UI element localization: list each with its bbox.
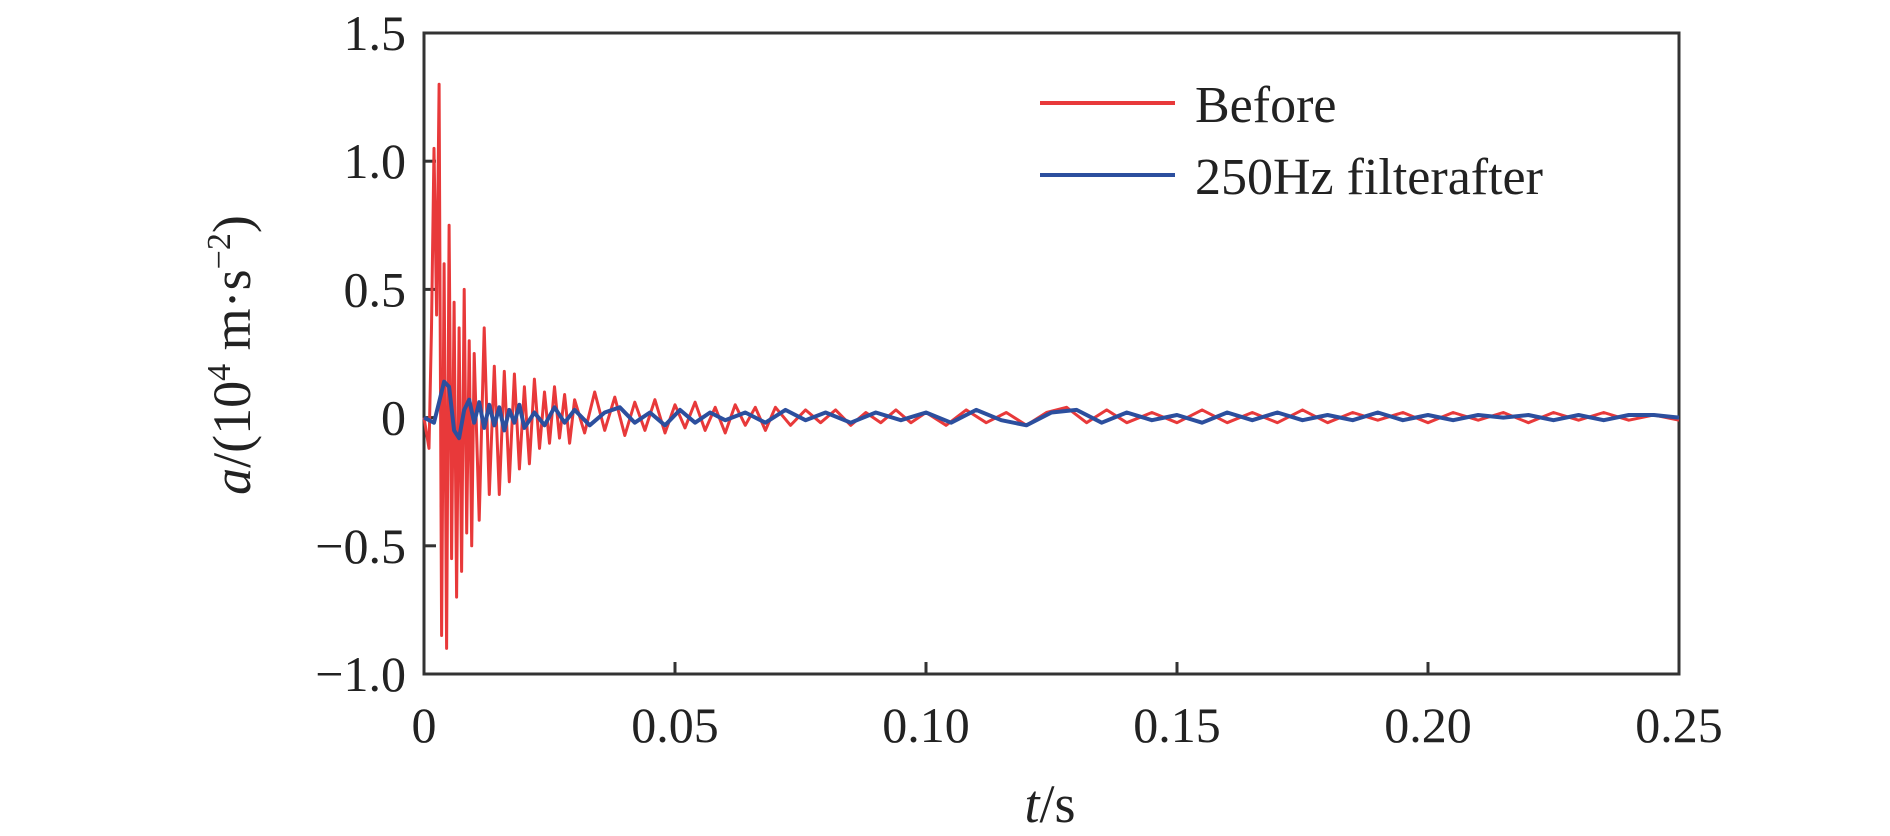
y-tick-label: −0.5: [315, 518, 406, 574]
x-axis-label: t/s: [1024, 774, 1075, 834]
x-tick-label: 0.05: [631, 697, 719, 753]
series-line-filtered: [423, 379, 1680, 441]
y-axis-label-exp: 4: [201, 364, 238, 381]
y-axis-label: a/(104 m·s−2): [201, 215, 262, 495]
x-axis-label-unit: /s: [1039, 774, 1075, 834]
x-tick-label: 0.20: [1384, 697, 1472, 753]
x-tick-label: 0.15: [1133, 697, 1221, 753]
legend-label-before: Before: [1195, 77, 1336, 134]
x-tick-label: 0.10: [882, 697, 970, 753]
x-axis-label-var: t: [1024, 774, 1041, 834]
legend-label-filtered: 250Hz filterafter: [1195, 149, 1543, 206]
y-axis-label-unit-mid: m·s: [202, 269, 262, 364]
y-axis-label-var: a: [202, 468, 262, 495]
y-axis-label-unit-prefix: /(10: [202, 381, 262, 468]
x-axis: 0 0.05 0.10 0.15 0.20 0.25: [412, 662, 1723, 753]
legend: Before 250Hz filterafter: [1040, 77, 1543, 206]
y-tick-label: 0: [381, 390, 406, 446]
plot-area-frame: [422, 31, 1681, 676]
y-tick-label: 1.0: [344, 133, 407, 189]
x-tick-label: 0.25: [1635, 697, 1723, 753]
series-line-before: [422, 82, 1680, 650]
y-axis-label-unit-suffix: ): [202, 215, 262, 233]
series-layer: [422, 82, 1680, 650]
y-tick-label: −1.0: [315, 646, 406, 702]
y-tick-label: 0.5: [344, 261, 407, 317]
y-tick-label: 1.5: [344, 5, 407, 61]
y-axis: −1.0 −0.5 0 0.5 1.0 1.5: [315, 5, 436, 702]
y-axis-label-exp2: −2: [201, 233, 238, 269]
x-tick-label: 0: [412, 697, 437, 753]
